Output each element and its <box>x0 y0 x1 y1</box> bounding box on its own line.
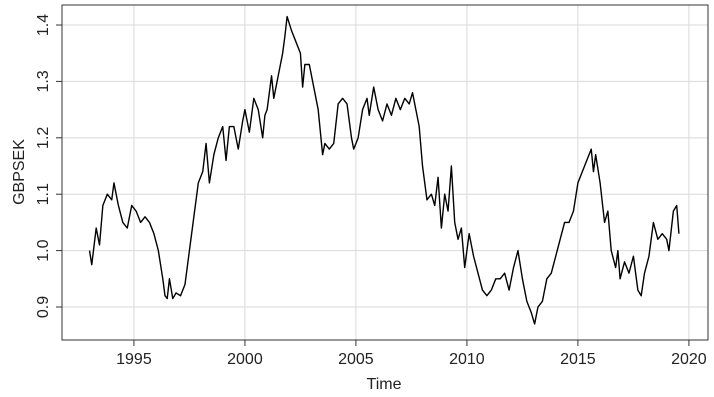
x-axis-label: Time <box>367 376 402 393</box>
y-tick-label: 1.2 <box>35 127 52 149</box>
y-tick-label: 1.4 <box>35 14 52 36</box>
x-tick-label: 2000 <box>227 351 263 368</box>
x-tick-label: 1995 <box>116 351 152 368</box>
x-tick-label: 2020 <box>671 351 707 368</box>
y-tick-label: 1.3 <box>35 70 52 92</box>
y-tick-label: 0.9 <box>35 296 52 318</box>
series-line <box>88 15 680 325</box>
x-tick-label: 2010 <box>449 351 485 368</box>
x-tick-label: 2015 <box>560 351 596 368</box>
x-tick-label: 2005 <box>338 351 374 368</box>
y-axis-label: GBPSEK <box>11 139 28 205</box>
y-tick-label: 1.0 <box>35 239 52 261</box>
plot-frame <box>61 4 709 341</box>
y-tick-label: 1.1 <box>35 183 52 205</box>
